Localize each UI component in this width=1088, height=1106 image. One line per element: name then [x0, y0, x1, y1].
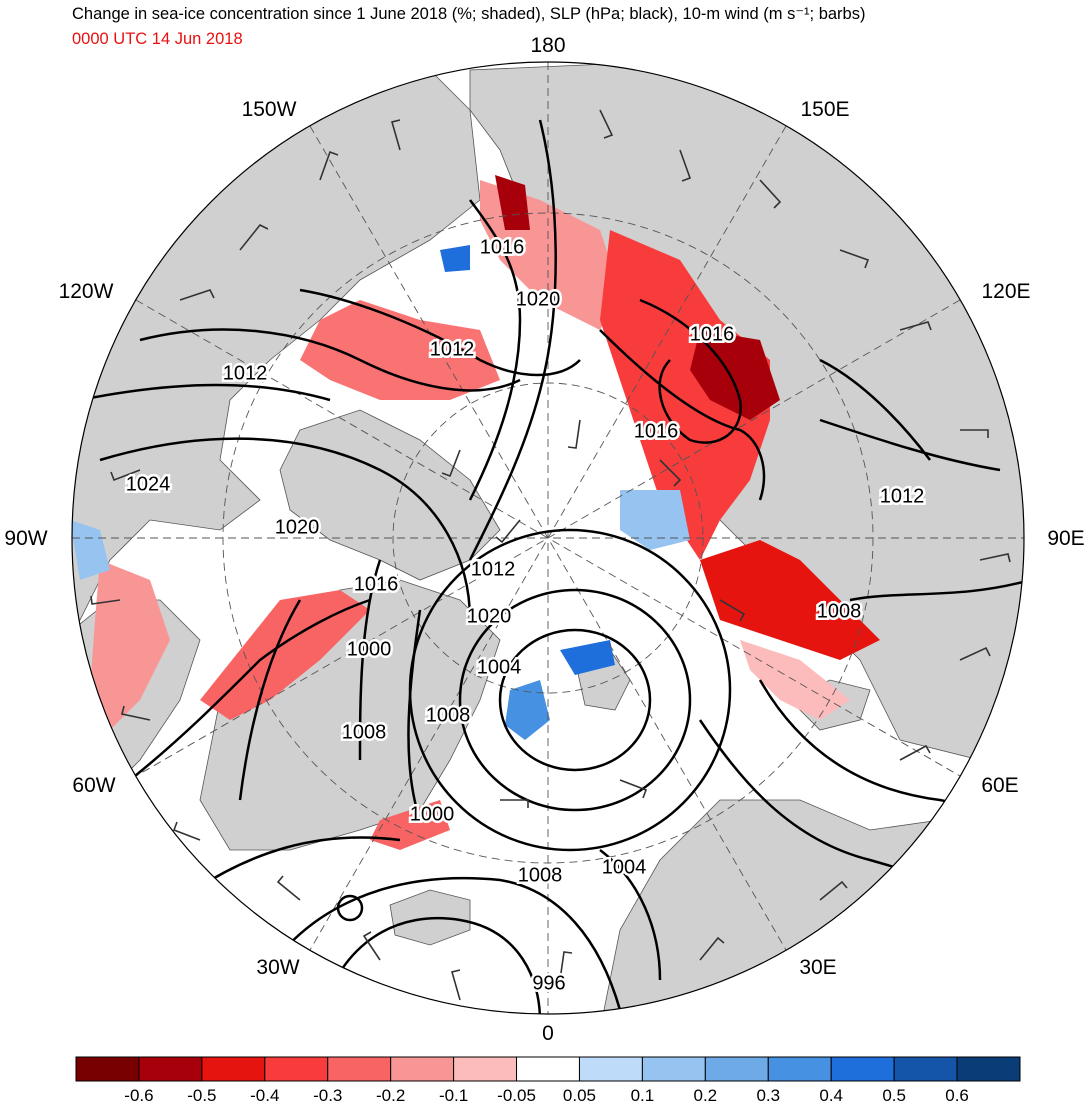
- colorbar-tick-label: -0.1: [439, 1086, 468, 1105]
- colorbar-swatch: [516, 1056, 580, 1082]
- sea-ice-change-shading: [72, 175, 880, 850]
- ice-decrease-kara-light: [740, 640, 850, 720]
- colorbar-tick-label: 0.1: [631, 1086, 655, 1105]
- longitude-label: 120E: [981, 280, 1030, 303]
- slp-contour-label: 1016: [690, 323, 735, 345]
- colorbar-swatch: [641, 1056, 706, 1082]
- slp-contour-label: 1012: [880, 485, 925, 507]
- colorbar-swatch: [453, 1056, 518, 1082]
- ice-decrease-laptev: [600, 230, 770, 560]
- colorbar-swatch: [264, 1056, 329, 1082]
- longitude-label: 120W: [59, 280, 114, 303]
- longitude-label: 60E: [981, 774, 1018, 797]
- slp-contour-label: 1020: [516, 288, 561, 310]
- slp-contour-label: 1008: [518, 864, 563, 886]
- slp-contour-label: 1008: [817, 600, 862, 622]
- slp-contour-label: 1024: [126, 473, 171, 495]
- slp-contour-label: 1004: [477, 656, 522, 678]
- slp-contour-label: 1008: [342, 721, 387, 743]
- longitude-label: 30E: [799, 956, 836, 979]
- longitude-label: 60W: [72, 774, 115, 797]
- colorbar-tick-label: 0.4: [819, 1086, 843, 1105]
- colorbar-tick-label: -0.05: [497, 1086, 536, 1105]
- slp-contour-label: 1016: [354, 573, 399, 595]
- slp-contours: [79, 119, 1024, 1014]
- ice-decrease-laptev-dark: [690, 330, 780, 420]
- longitude-label: 30W: [256, 956, 299, 979]
- longitude-label: 90E: [1047, 527, 1084, 550]
- colorbar-tick-label: 0.6: [945, 1086, 969, 1105]
- colorbar-swatch: [390, 1056, 455, 1082]
- ice-decrease-kara: [700, 540, 880, 660]
- colorbar-tick-label: 0.5: [882, 1086, 906, 1105]
- ice-decrease-hudson: [90, 560, 170, 730]
- longitude-label: 150W: [242, 98, 297, 121]
- colorbar-swatch: [75, 1056, 140, 1082]
- colorbar-swatch: [830, 1056, 895, 1082]
- longitude-label: 0: [542, 1022, 554, 1045]
- slp-contour-label: 1000: [347, 638, 392, 660]
- slp-contour-label: 1008: [426, 704, 471, 726]
- map-title: Change in sea-ice concentration since 1 …: [72, 5, 866, 23]
- colorbar-swatch: [138, 1056, 203, 1082]
- colorbar-tick-label: -0.3: [313, 1086, 342, 1105]
- colorbar-swatch: [201, 1056, 266, 1082]
- colorbar-tick-label: 0.3: [756, 1086, 780, 1105]
- wind-barbs: [90, 109, 1011, 1001]
- colorbar-tick-label: -0.5: [187, 1086, 216, 1105]
- slp-contour-label: 1012: [471, 558, 516, 580]
- ice-decrease-east-greenland: [370, 800, 450, 850]
- longitude-label: 90W: [4, 527, 47, 550]
- map-subtitle: 0000 UTC 14 Jun 2018: [72, 30, 243, 48]
- slp-contour-label: 1000: [410, 803, 455, 825]
- ice-increase-fram: [505, 680, 550, 740]
- colorbar-tick-label: -0.6: [124, 1086, 153, 1105]
- slp-label-group: 1016 1020 1012 1016 1016 1012 1012 1020 1024 1020…: [123, 234, 927, 997]
- slp-contour-label: 1012: [430, 338, 475, 360]
- colorbar-swatch: [893, 1056, 958, 1082]
- ice-increase-beaufort: [440, 245, 470, 272]
- colorbar-tick-label: 0.05: [563, 1086, 596, 1105]
- ice-increase-barents: [560, 640, 615, 675]
- colorbar-tick-label: -0.2: [376, 1086, 405, 1105]
- slp-contour-label: 1004: [602, 856, 647, 878]
- longitude-label: 150E: [800, 98, 849, 121]
- slp-contour-label: 1020: [275, 516, 320, 538]
- map-boundary: [71, 61, 1025, 1015]
- colorbar-tick-label: -0.4: [250, 1086, 279, 1105]
- colorbar: -0.6 -0.5 -0.4 -0.3 -0.2 -0.1 -0.05 0.05 0.1 0.2 0…: [75, 1056, 1021, 1105]
- ice-increase-central: [620, 490, 690, 550]
- slp-contour-label: 1016: [634, 420, 679, 442]
- longitude-label: 180: [530, 34, 565, 57]
- ice-decrease-beaufort: [300, 300, 500, 400]
- ice-decrease-baffin: [200, 590, 370, 720]
- slp-contour-label: 1012: [223, 362, 268, 384]
- ice-increase-west: [72, 520, 110, 580]
- slp-contour-label: 1020: [467, 605, 512, 627]
- graticule: [72, 62, 1024, 1014]
- colorbar-swatch: [704, 1056, 769, 1082]
- colorbar-swatch: [767, 1056, 832, 1082]
- longitude-label-group: 180 150E 120E 90E 60E 30E 0 30W 60W 90W 120W 150W: [4, 34, 1084, 1045]
- slp-contour-label: 1016: [480, 236, 525, 258]
- colorbar-tick-label: 0.2: [694, 1086, 718, 1105]
- colorbar-swatch: [956, 1056, 1021, 1082]
- slp-contour-label: 996: [532, 972, 565, 994]
- colorbar-swatch: [327, 1056, 392, 1082]
- colorbar-swatch: [578, 1056, 643, 1082]
